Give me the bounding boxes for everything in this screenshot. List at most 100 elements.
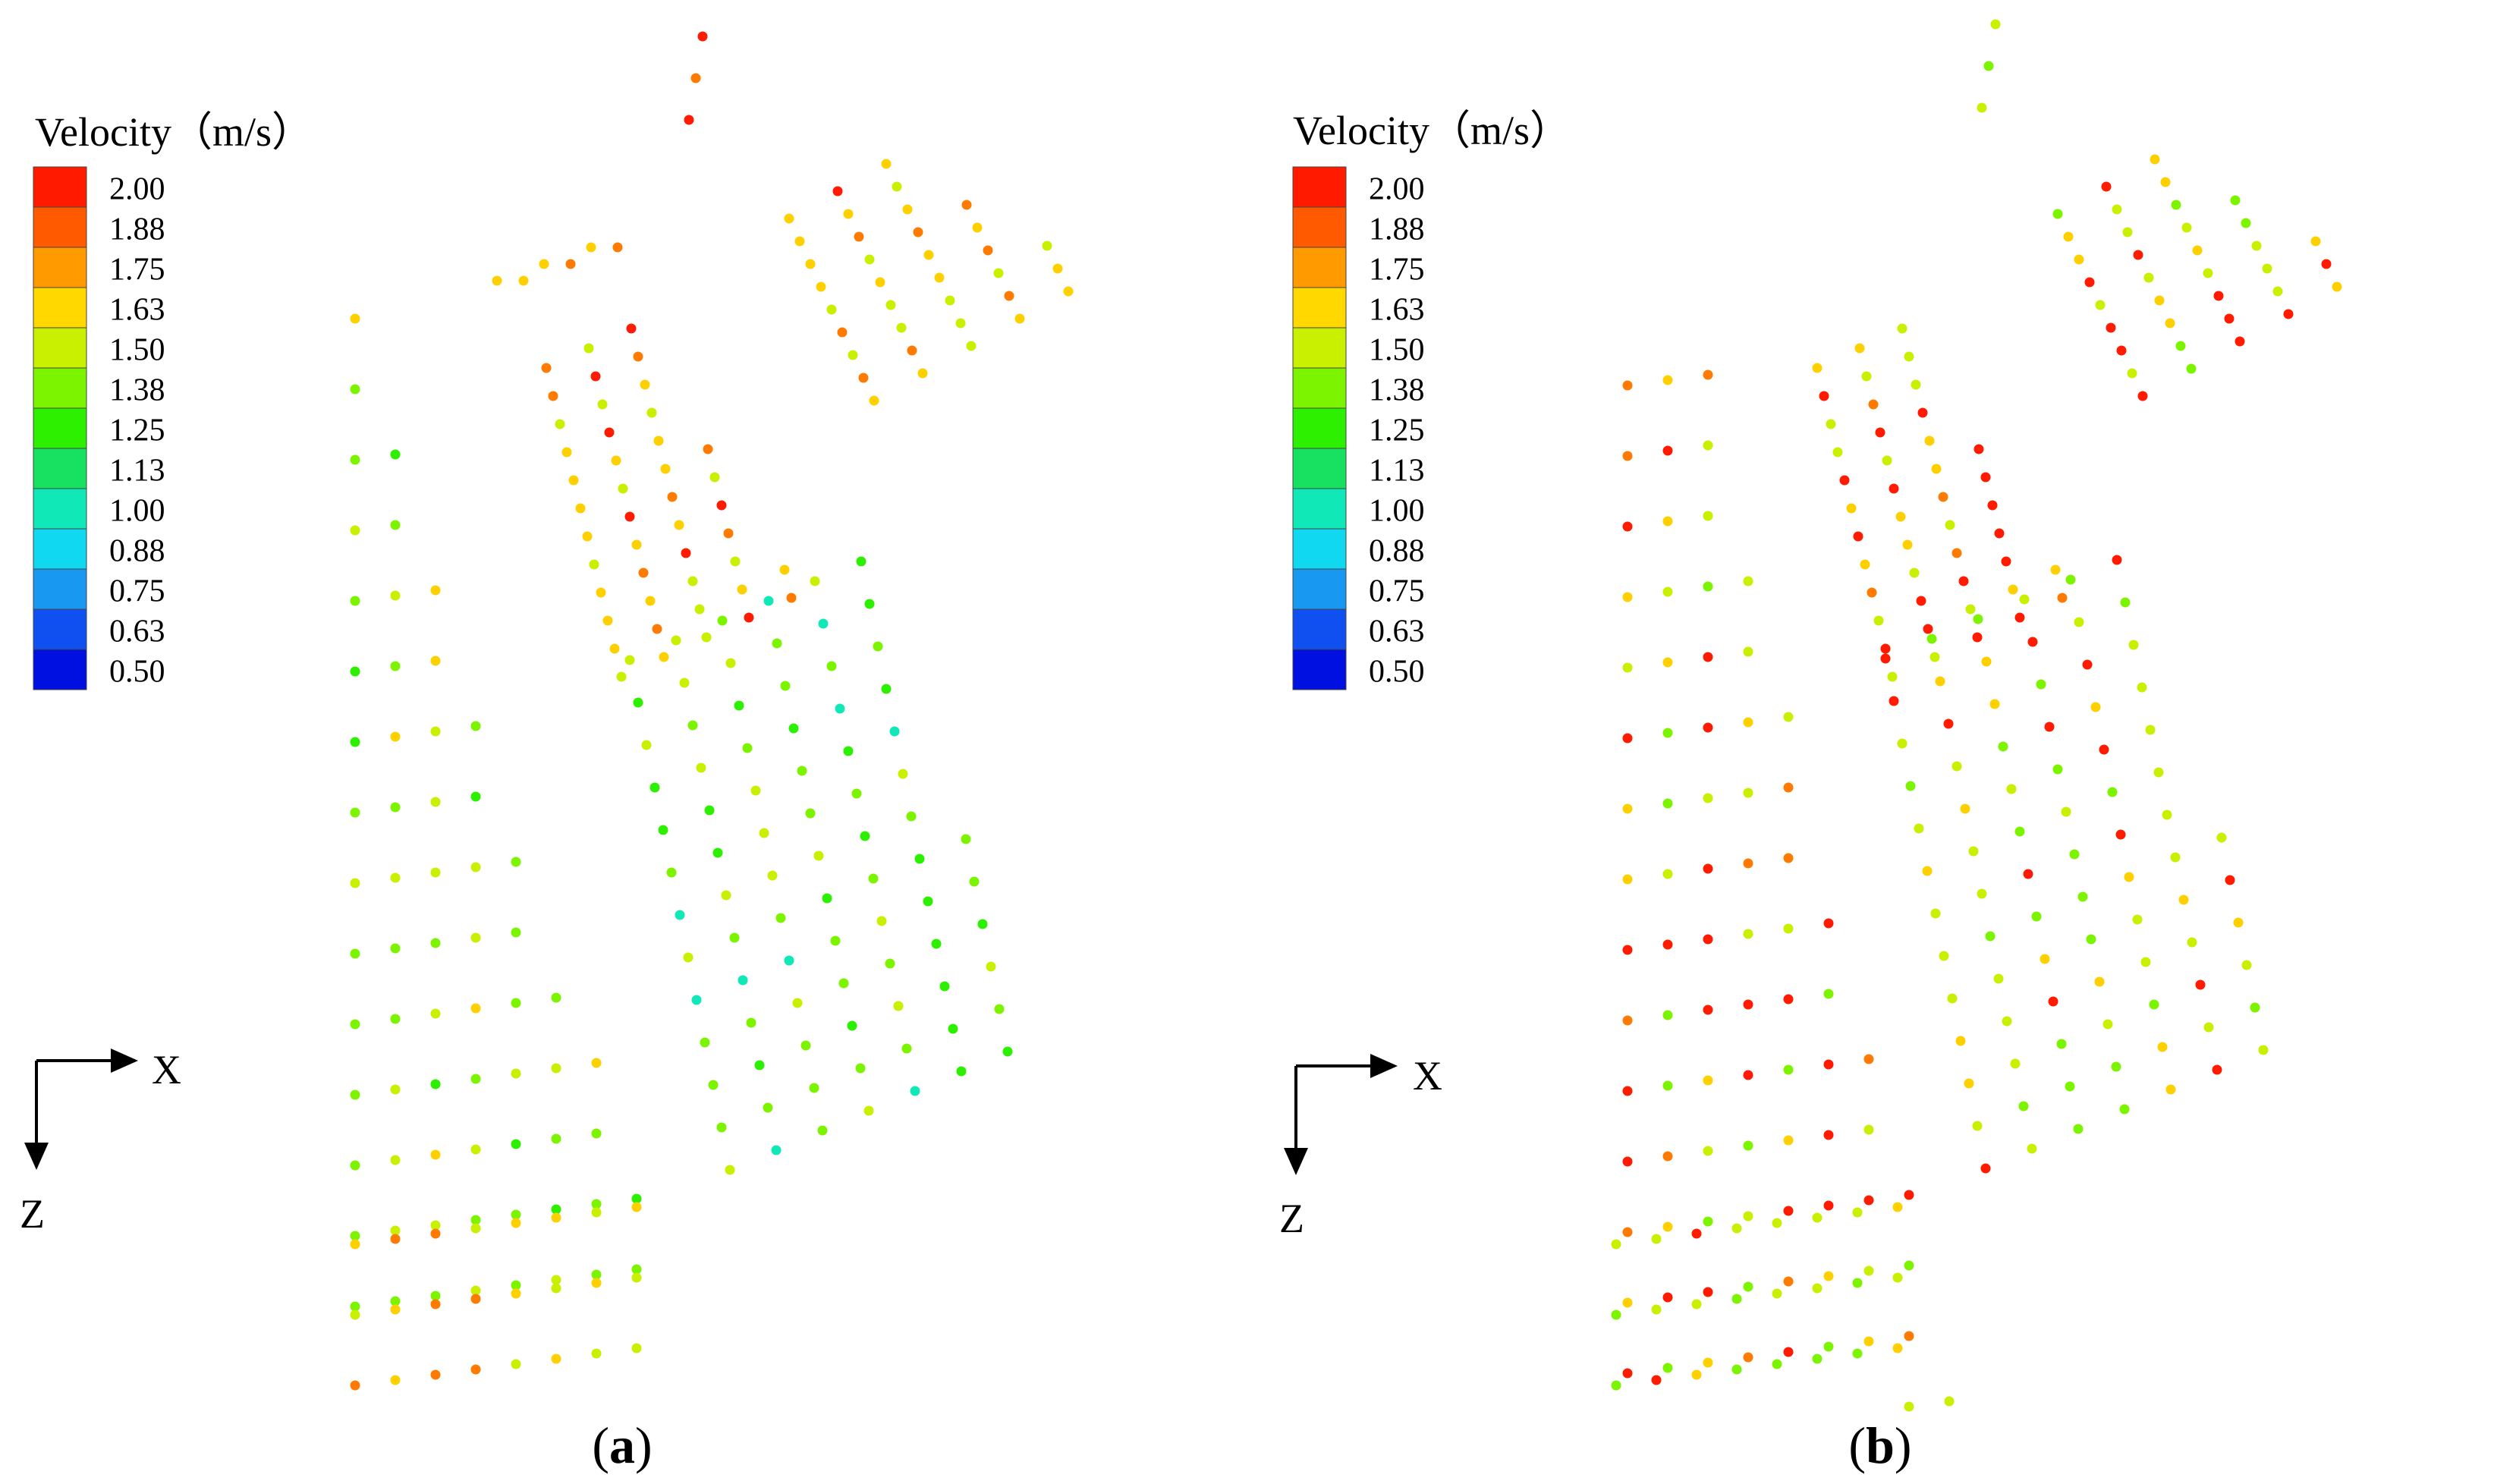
velocity-point-b-95	[1731, 1294, 1742, 1304]
velocity-point-a-167	[759, 828, 769, 838]
velocity-point-a-214	[817, 1125, 828, 1136]
velocity-point-b-201	[2216, 832, 2227, 843]
velocity-point-b-171	[1905, 781, 1916, 791]
velocity-point-b-122	[1924, 435, 1935, 446]
velocity-point-b-181	[2099, 744, 2109, 755]
velocity-point-a-16	[350, 807, 360, 818]
velocity-point-b-269	[2186, 363, 2197, 374]
velocity-point-b-69	[1743, 1281, 1753, 1292]
velocity-point-a-151	[826, 661, 837, 671]
velocity-point-b-230	[1980, 1163, 1991, 1174]
velocity-point-b-108	[1812, 363, 1823, 373]
velocity-point-a-40	[511, 1068, 521, 1079]
velocity-point-a-47	[511, 1139, 521, 1149]
velocity-point-b-161	[1981, 656, 1992, 667]
velocity-point-a-138	[763, 596, 774, 606]
velocity-point-a-78	[511, 1288, 521, 1299]
velocity-point-b-9	[1622, 592, 1633, 602]
velocity-point-b-251	[2143, 272, 2154, 283]
velocity-point-b-84	[1611, 1239, 1621, 1250]
velocity-point-b-214	[2187, 937, 2197, 948]
velocity-point-a-72	[591, 1207, 602, 1218]
legend-swatch-a-1_25	[33, 407, 87, 449]
legend-label-b-1_88: 1.88	[1369, 212, 1425, 247]
velocity-point-b-103	[1731, 1364, 1742, 1375]
panel-a: Velocity（m/s） 2.00 1.88 1.75 1.63 1.50 1.38 1.…	[20, 31, 1074, 1474]
velocity-point-a-176	[906, 811, 917, 822]
velocity-point-b-234	[2165, 1084, 2176, 1095]
legend-label-b-0_63: 0.63	[1369, 615, 1425, 649]
velocity-point-a-91	[583, 343, 594, 354]
velocity-point-a-202	[893, 1001, 904, 1011]
velocity-point-b-142	[2001, 556, 2011, 567]
velocity-point-b-101	[1651, 1375, 1662, 1385]
velocity-point-a-128	[737, 584, 747, 595]
velocity-point-a-34	[511, 998, 521, 1008]
velocity-point-b-112	[1861, 371, 1872, 382]
velocity-point-a-112	[709, 472, 720, 483]
velocity-point-a-73	[631, 1202, 642, 1212]
legend-label-b-1_25: 1.25	[1369, 413, 1425, 448]
velocity-point-a-169	[851, 788, 862, 799]
velocity-point-b-136	[1909, 568, 1920, 578]
velocity-point-a-44	[390, 1155, 401, 1165]
velocity-point-b-12	[1743, 576, 1753, 586]
velocity-point-b-211	[2048, 996, 2058, 1007]
velocity-point-b-94	[1691, 1299, 1702, 1310]
velocity-point-b-227	[2157, 1042, 2168, 1052]
velocity-point-a-203	[939, 981, 950, 992]
velocity-point-a-122	[645, 596, 656, 606]
velocity-point-a-241	[896, 322, 907, 333]
velocity-point-a-50	[350, 1231, 360, 1241]
velocity-point-a-69	[470, 1223, 481, 1234]
velocity-point-b-116	[1911, 379, 1921, 390]
velocity-point-b-1	[1662, 375, 1673, 385]
panel-label-a: (a)	[592, 1416, 652, 1474]
velocity-point-b-120	[1839, 475, 1850, 486]
velocity-point-b-65	[1904, 1190, 1914, 1200]
velocity-point-b-246	[2084, 277, 2095, 288]
velocity-point-b-166	[1943, 718, 1954, 729]
velocity-point-b-184	[1968, 846, 1979, 857]
velocity-point-b-56	[1823, 1130, 1834, 1140]
velocity-point-a-101	[646, 407, 657, 418]
velocity-point-b-22	[1622, 803, 1633, 814]
velocity-point-b-55	[1783, 1135, 1794, 1146]
velocity-point-b-131	[1860, 559, 1870, 570]
velocity-point-b-229	[2250, 1002, 2260, 1013]
velocity-point-a-171	[675, 910, 685, 920]
velocity-point-a-74	[350, 1310, 360, 1320]
velocity-point-b-262	[2310, 236, 2321, 247]
velocity-point-a-70	[511, 1218, 521, 1228]
velocity-point-a-46	[470, 1144, 481, 1155]
velocity-point-b-210	[2002, 1016, 2012, 1027]
velocity-point-a-157	[835, 703, 845, 714]
velocity-point-b-41	[1743, 999, 1753, 1010]
velocity-point-b-48	[1783, 1064, 1794, 1075]
velocity-point-b-247	[2133, 250, 2143, 260]
velocity-point-a-23	[470, 862, 481, 872]
velocity-point-b-39	[1662, 1010, 1673, 1020]
velocity-point-a-136	[671, 635, 681, 646]
velocity-point-a-251	[917, 368, 928, 379]
velocity-point-a-191	[700, 1037, 710, 1048]
velocity-point-a-99	[561, 447, 572, 457]
velocity-point-a-27	[430, 938, 441, 948]
velocity-point-b-74	[1622, 1368, 1633, 1379]
velocity-point-a-160	[704, 805, 715, 816]
velocity-points-a	[350, 31, 1074, 1391]
velocity-point-b-260	[2213, 291, 2224, 301]
velocity-point-b-105	[1812, 1354, 1823, 1364]
velocity-point-a-260	[612, 242, 623, 253]
velocity-point-b-270	[2235, 336, 2245, 347]
velocity-point-b-147	[2050, 564, 2061, 575]
legend-label-a-0_63: 0.63	[109, 615, 165, 649]
velocity-point-a-33	[470, 1003, 481, 1014]
velocity-point-a-29	[511, 927, 521, 938]
legend-label-a-1_50: 1.50	[109, 333, 165, 368]
velocity-point-b-102	[1691, 1369, 1702, 1380]
velocity-point-a-53	[470, 1215, 481, 1225]
velocity-point-b-25	[1743, 788, 1753, 798]
velocity-point-a-225	[805, 259, 816, 269]
velocity-point-a-234	[923, 250, 934, 260]
